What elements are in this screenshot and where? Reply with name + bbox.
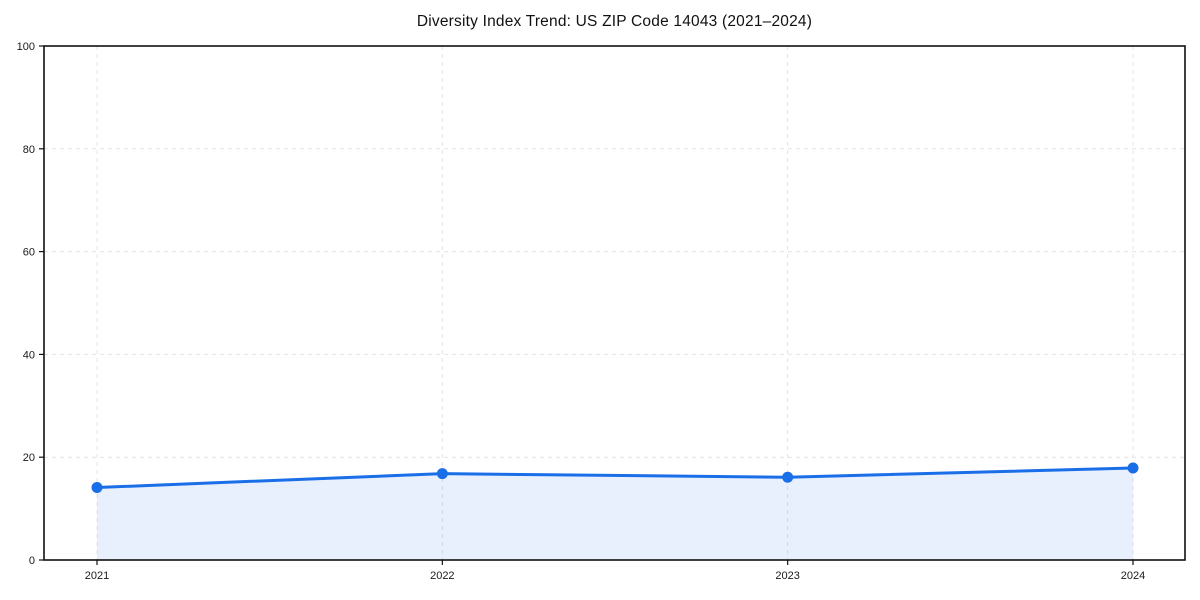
x-tick-label: 2022 [430, 570, 454, 582]
data-point [91, 482, 103, 494]
data-point [1127, 462, 1139, 474]
trend-line [95, 466, 1135, 490]
y-tick-label: 0 [29, 555, 35, 567]
y-tick-label: 100 [17, 41, 35, 53]
x-tick-label: 2024 [1121, 570, 1145, 582]
y-tick-label: 60 [23, 247, 35, 259]
y-tick-label: 80 [23, 144, 35, 156]
data-point [782, 471, 794, 483]
y-tick-label: 20 [23, 452, 35, 464]
chart-title: Diversity Index Trend: US ZIP Code 14043… [416, 13, 813, 30]
y-tick-label: 40 [23, 349, 35, 361]
data-point [436, 468, 448, 480]
plot-border [43, 45, 1186, 561]
x-tick-label: 2021 [85, 570, 109, 582]
x-tick-label: 2023 [775, 570, 799, 582]
axis-ticks: 2021 2022 2023 2024 0 20 40 60 80 100 [17, 41, 1146, 582]
area-fill [97, 467, 1133, 560]
